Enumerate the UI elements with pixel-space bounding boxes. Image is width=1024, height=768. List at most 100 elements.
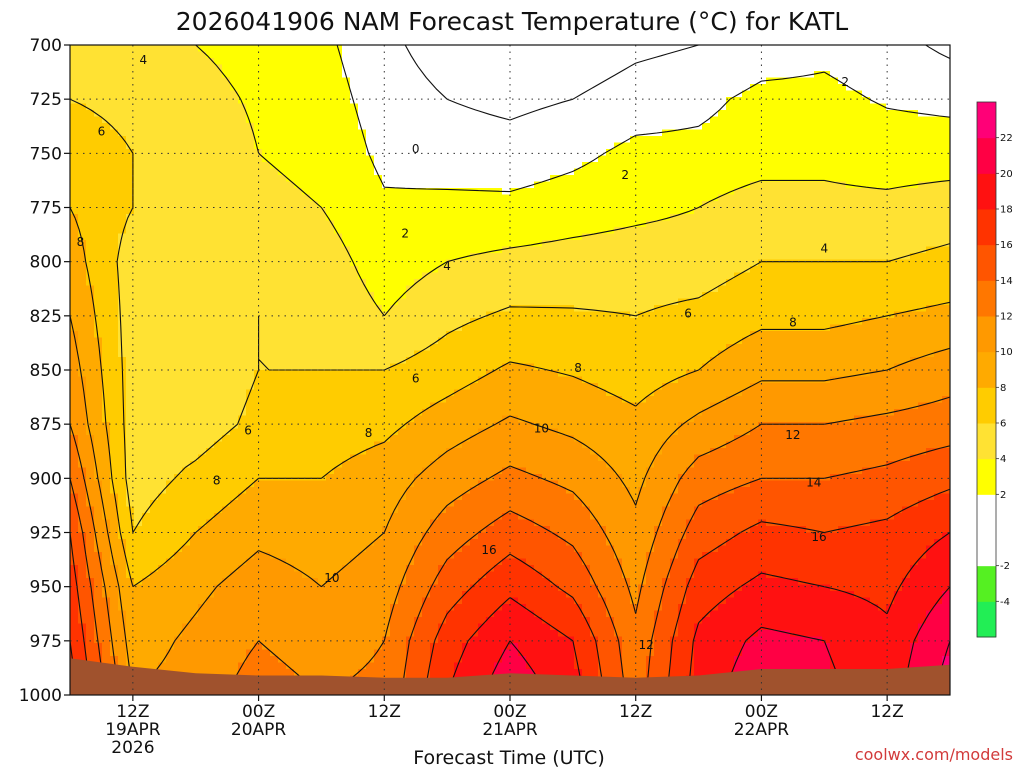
- field-cell: [406, 669, 415, 677]
- field-cell: [398, 123, 407, 131]
- field-cell: [382, 266, 391, 274]
- field-cell: [294, 285, 303, 293]
- field-cell: [182, 435, 191, 443]
- field-cell: [374, 45, 383, 53]
- field-cell: [374, 565, 383, 573]
- field-cell: [334, 207, 343, 215]
- field-cell: [302, 220, 311, 228]
- field-cell: [134, 266, 143, 274]
- field-cell: [182, 500, 191, 508]
- field-cell: [230, 539, 239, 547]
- field-cell: [422, 519, 431, 527]
- field-cell: [326, 71, 335, 79]
- field-cell: [166, 415, 175, 423]
- field-cell: [182, 448, 191, 456]
- field-cell: [390, 500, 399, 508]
- field-cell: [166, 324, 175, 332]
- field-cell: [70, 623, 79, 631]
- field-cell: [462, 578, 471, 586]
- field-cell: [174, 266, 183, 274]
- field-cell: [366, 318, 375, 326]
- field-cell: [262, 506, 271, 514]
- field-cell: [86, 149, 95, 157]
- field-cell: [86, 305, 95, 313]
- field-cell: [150, 136, 159, 144]
- field-cell: [174, 649, 183, 657]
- field-cell: [158, 220, 167, 228]
- field-cell: [166, 623, 175, 631]
- field-cell: [302, 324, 311, 332]
- field-cell: [142, 155, 151, 163]
- field-cell: [86, 233, 95, 241]
- field-cell: [374, 376, 383, 384]
- field-cell: [462, 519, 471, 527]
- field-cell: [238, 422, 247, 430]
- field-cell: [406, 506, 415, 514]
- field-cell: [286, 181, 295, 189]
- field-cell: [462, 493, 471, 501]
- field-cell: [278, 194, 287, 202]
- field-cell: [374, 415, 383, 423]
- field-cell: [118, 227, 127, 235]
- field-cell: [278, 103, 287, 111]
- field-cell: [190, 279, 199, 287]
- field-cell: [366, 110, 375, 118]
- field-cell: [222, 90, 231, 98]
- field-cell: [310, 415, 319, 423]
- field-cell: [414, 51, 423, 59]
- field-cell: [318, 506, 327, 514]
- field-cell: [454, 571, 463, 579]
- field-cell: [262, 259, 271, 267]
- field-cell: [446, 331, 455, 339]
- field-cell: [462, 149, 471, 157]
- field-cell: [206, 519, 215, 527]
- field-cell: [278, 448, 287, 456]
- field-cell: [398, 266, 407, 274]
- field-cell: [326, 435, 335, 443]
- field-cell: [422, 591, 431, 599]
- field-cell: [198, 155, 207, 163]
- field-cell: [438, 630, 447, 638]
- field-cell: [398, 305, 407, 313]
- field-cell: [190, 396, 199, 404]
- field-cell: [318, 84, 327, 92]
- field-cell: [342, 123, 351, 131]
- field-cell: [110, 493, 119, 501]
- field-cell: [118, 552, 127, 560]
- field-cell: [230, 259, 239, 267]
- field-cell: [454, 188, 463, 196]
- field-cell: [182, 266, 191, 274]
- field-cell: [422, 487, 431, 495]
- field-cell: [318, 142, 327, 150]
- field-cell: [134, 90, 143, 98]
- field-cell: [454, 90, 463, 98]
- field-cell: [326, 370, 335, 378]
- field-cell: [94, 344, 103, 352]
- field-cell: [174, 292, 183, 300]
- field-cell: [102, 149, 111, 157]
- field-cell: [326, 474, 335, 482]
- field-cell: [366, 389, 375, 397]
- field-cell: [318, 519, 327, 527]
- field-cell: [454, 363, 463, 371]
- field-cell: [222, 181, 231, 189]
- field-cell: [70, 233, 79, 241]
- field-cell: [358, 71, 367, 79]
- field-cell: [414, 318, 423, 326]
- field-cell: [286, 506, 295, 514]
- field-cell: [278, 266, 287, 274]
- field-cell: [230, 64, 239, 72]
- field-cell: [398, 396, 407, 404]
- field-cell: [326, 123, 335, 131]
- field-cell: [414, 519, 423, 527]
- field-cell: [78, 168, 87, 176]
- field-cell: [214, 571, 223, 579]
- field-cell: [206, 584, 215, 592]
- field-cell: [390, 136, 399, 144]
- field-cell: [142, 110, 151, 118]
- field-cell: [446, 467, 455, 475]
- field-cell: [406, 591, 415, 599]
- field-cell: [198, 175, 207, 183]
- field-cell: [166, 285, 175, 293]
- field-cell: [174, 500, 183, 508]
